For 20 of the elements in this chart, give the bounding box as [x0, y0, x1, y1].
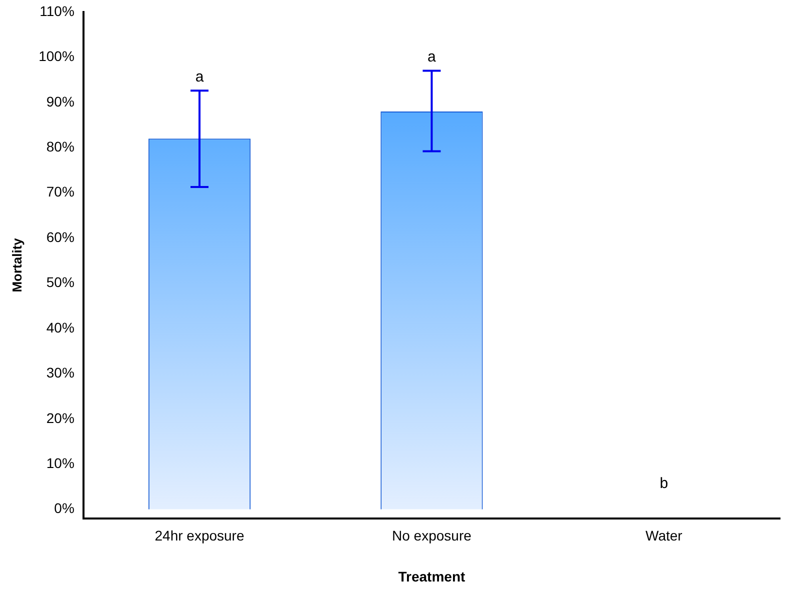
y-tick-label: 20%: [46, 410, 74, 426]
y-tick-label: 90%: [46, 93, 74, 110]
x-tick-label: 24hr exposure: [154, 528, 244, 544]
y-tick-label: 100%: [38, 48, 74, 64]
y-axis-title: Mortality: [9, 237, 24, 292]
annotation: a: [428, 48, 437, 66]
y-tick-label: 10%: [46, 455, 74, 471]
y-tick-label: 0%: [54, 500, 74, 516]
x-tick-label: Water: [645, 528, 683, 544]
y-tick-label: 80%: [46, 138, 74, 154]
y-tick-label: 70%: [46, 184, 74, 200]
y-tick-label: 110%: [40, 2, 74, 19]
x-tick-label: No exposure: [392, 528, 472, 544]
y-tick-label: 60%: [46, 228, 74, 245]
y-tick-label: 30%: [46, 364, 74, 381]
y-tick-label: 50%: [46, 274, 74, 290]
y-tick-label: 40%: [46, 319, 74, 336]
x-axis-title: Treatment: [398, 568, 466, 584]
annotation: a: [195, 68, 204, 86]
annotation: b: [660, 475, 668, 492]
